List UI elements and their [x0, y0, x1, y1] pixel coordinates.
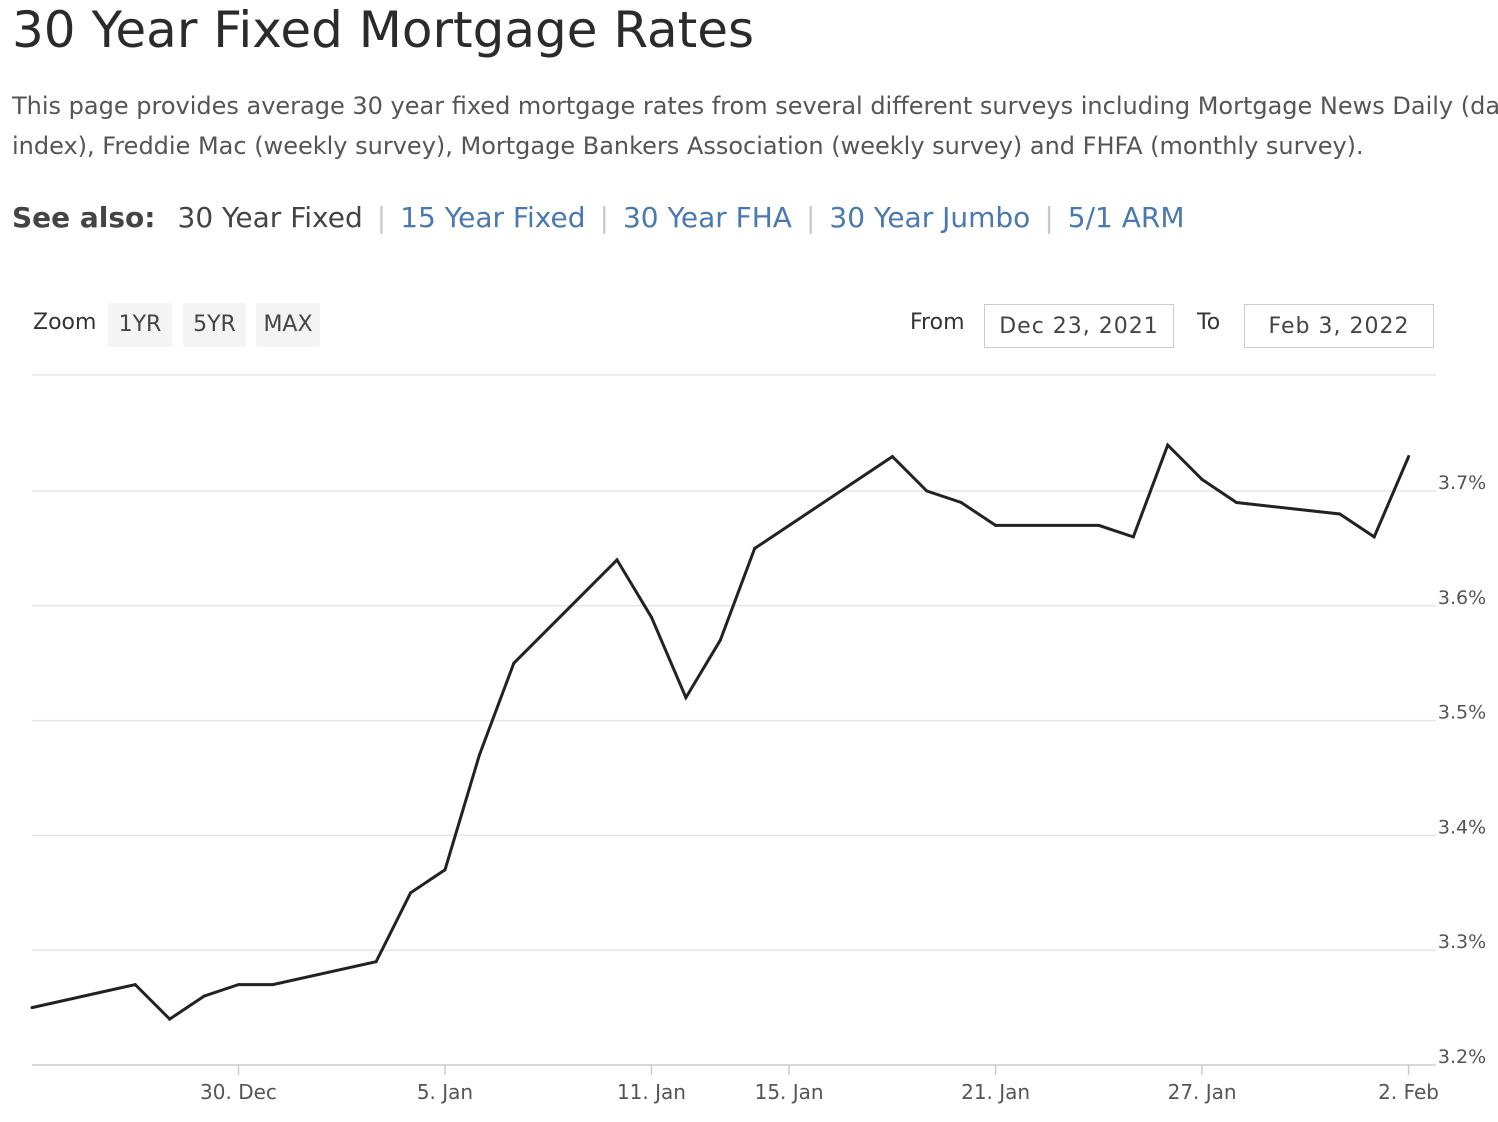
data-point	[925, 489, 929, 493]
data-point	[1235, 500, 1239, 504]
see-also-15-year-fixed-link[interactable]: 15 Year Fixed	[400, 201, 586, 234]
data-point	[1097, 523, 1101, 527]
y-tick-label: 3.7%	[1438, 472, 1486, 494]
data-point	[615, 558, 619, 562]
to-date-input[interactable]	[1244, 304, 1434, 348]
data-point	[1372, 535, 1376, 539]
x-tick-label: 11. Jan	[617, 1080, 686, 1104]
data-point	[30, 1006, 34, 1010]
see-also-30-year-fixed: 30 Year Fixed	[177, 201, 363, 234]
data-point	[1338, 512, 1342, 516]
x-tick-label: 27. Jan	[1168, 1080, 1237, 1104]
data-point	[202, 994, 206, 998]
page-title: 30 Year Fixed Mortgage Rates	[12, 1, 755, 59]
zoom-label: Zoom	[33, 310, 97, 335]
y-tick-label: 3.6%	[1438, 587, 1486, 609]
x-axis: 30. Dec 5. Jan 11. Jan 15. Jan 21. Jan 27. Ja…	[32, 1064, 1439, 1104]
to-label: To	[1197, 310, 1221, 335]
y-axis: 3.2% 3.3% 3.4% 3.5% 3.6% 3.7%	[1438, 472, 1486, 1068]
y-tick-label: 3.4%	[1438, 816, 1486, 838]
data-point	[994, 523, 998, 527]
data-point	[409, 891, 413, 895]
chart-grid	[32, 374, 1436, 951]
zoom-1yr-button[interactable]: 1YR	[108, 303, 172, 347]
see-also-label: See also:	[12, 201, 156, 234]
from-date-input[interactable]	[984, 304, 1174, 348]
x-tick-label: 30. Dec	[200, 1080, 277, 1104]
data-point	[718, 638, 722, 642]
data-point	[959, 500, 963, 504]
data-point	[1407, 455, 1411, 459]
data-point	[168, 1017, 172, 1021]
y-tick-label: 3.5%	[1438, 702, 1486, 724]
see-also-separator: |	[805, 201, 816, 234]
data-point	[236, 983, 240, 987]
data-point	[133, 983, 137, 987]
see-also-5-1-arm-link[interactable]: 5/1 ARM	[1067, 201, 1185, 234]
data-point	[271, 983, 275, 987]
chart-series	[30, 442, 1411, 1022]
data-point	[753, 546, 757, 550]
see-also-30-year-fha-link[interactable]: 30 Year FHA	[622, 201, 792, 234]
x-tick-label: 2. Feb	[1378, 1080, 1439, 1104]
see-also-30-year-jumbo-link[interactable]: 30 Year Jumbo	[829, 201, 1031, 234]
data-point	[649, 615, 653, 619]
x-tick-label: 5. Jan	[417, 1080, 473, 1104]
data-point	[374, 960, 378, 964]
data-point	[443, 868, 447, 872]
see-also-separator: |	[376, 201, 387, 234]
data-point	[1200, 478, 1204, 482]
data-point	[1166, 443, 1170, 447]
y-tick-label: 3.2%	[1438, 1046, 1486, 1068]
from-label: From	[910, 310, 965, 335]
page-description-line-2: index), Freddie Mac (weekly survey), Mor…	[12, 132, 1364, 160]
y-tick-label: 3.3%	[1438, 931, 1486, 953]
data-point	[1131, 535, 1135, 539]
data-point	[477, 753, 481, 757]
see-also-separator: |	[599, 201, 609, 234]
page-description-line-1: This page provides average 30 year fixed…	[12, 92, 1498, 120]
series-line	[31, 442, 1410, 1022]
data-point	[684, 696, 688, 700]
see-also-nav: See also: 30 Year Fixed | 15 Year Fixed | 30 …	[12, 196, 1184, 240]
zoom-5yr-button[interactable]: 5YR	[183, 303, 246, 347]
data-point	[512, 661, 516, 665]
x-tick-label: 15. Jan	[755, 1080, 824, 1104]
see-also-separator: |	[1044, 201, 1054, 234]
x-tick-label: 21. Jan	[961, 1080, 1030, 1104]
page-description: This page provides average 30 year fixed…	[12, 86, 1498, 166]
zoom-max-button[interactable]: MAX	[256, 303, 320, 347]
data-point	[890, 455, 894, 459]
